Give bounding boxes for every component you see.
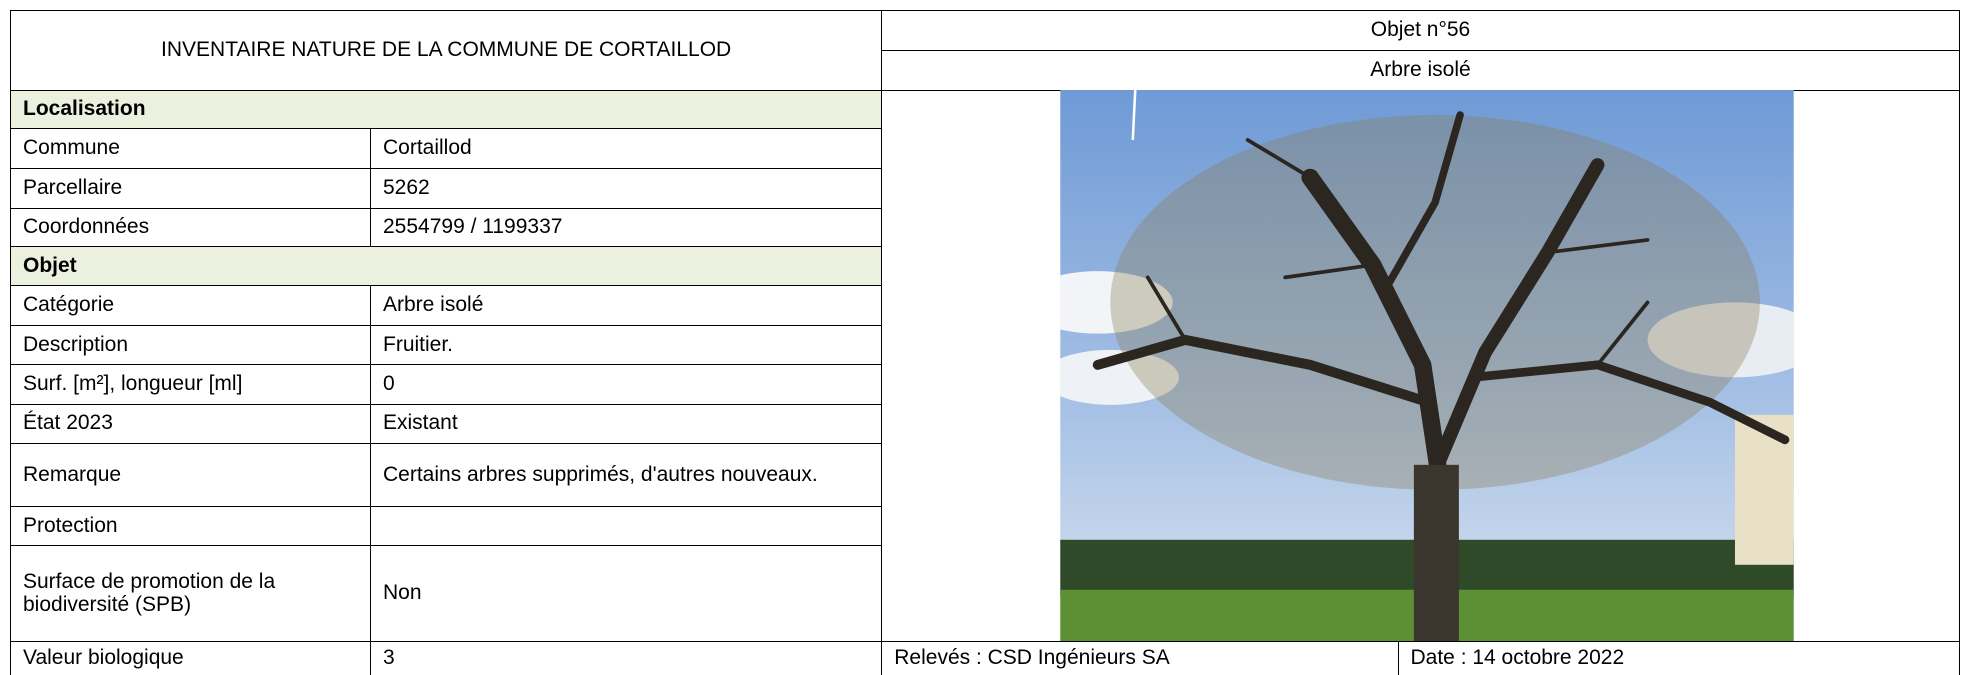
row-value: Arbre isolé xyxy=(370,285,883,326)
section-header: Objet xyxy=(10,246,883,286)
row-value: Cortaillod xyxy=(370,127,883,169)
row-label: Description xyxy=(10,325,371,365)
row-value: Existant xyxy=(370,403,883,444)
row-label: État 2023 xyxy=(10,403,371,444)
row-label: Remarque xyxy=(10,442,371,508)
row-label: Surf. [m²], longueur [ml] xyxy=(10,363,371,405)
row-value xyxy=(370,506,883,546)
row-label: Coordonnées xyxy=(10,207,371,248)
tree-photo xyxy=(1060,90,1794,641)
row-label: Protection xyxy=(10,506,371,546)
row-label: Valeur biologique xyxy=(10,641,371,675)
object-type: Arbre isolé xyxy=(881,50,1960,91)
row-value: Non xyxy=(370,545,883,643)
object-number: Objet n°56 xyxy=(881,10,1960,51)
row-value: 5262 xyxy=(370,167,883,209)
row-value: Fruitier. xyxy=(370,325,883,365)
row-value: Certains arbres supprimés, d'autres nouv… xyxy=(370,442,883,508)
title: INVENTAIRE NATURE DE LA COMMUNE DE CORTA… xyxy=(10,10,883,91)
row-label: Commune xyxy=(10,127,371,169)
row-value: 2554799 / 1199337 xyxy=(370,207,883,248)
row-label: Catégorie xyxy=(10,285,371,326)
date: Date : 14 octobre 2022 xyxy=(1397,641,1960,675)
row-label: Parcellaire xyxy=(10,167,371,209)
row-label: Surface de promotion de la biodiversité … xyxy=(10,545,371,643)
releves: Relevés : CSD Ingénieurs SA xyxy=(881,641,1399,675)
row-value: 0 xyxy=(370,363,883,405)
row-value: 3 xyxy=(370,641,883,675)
section-header: Localisation xyxy=(10,90,883,129)
